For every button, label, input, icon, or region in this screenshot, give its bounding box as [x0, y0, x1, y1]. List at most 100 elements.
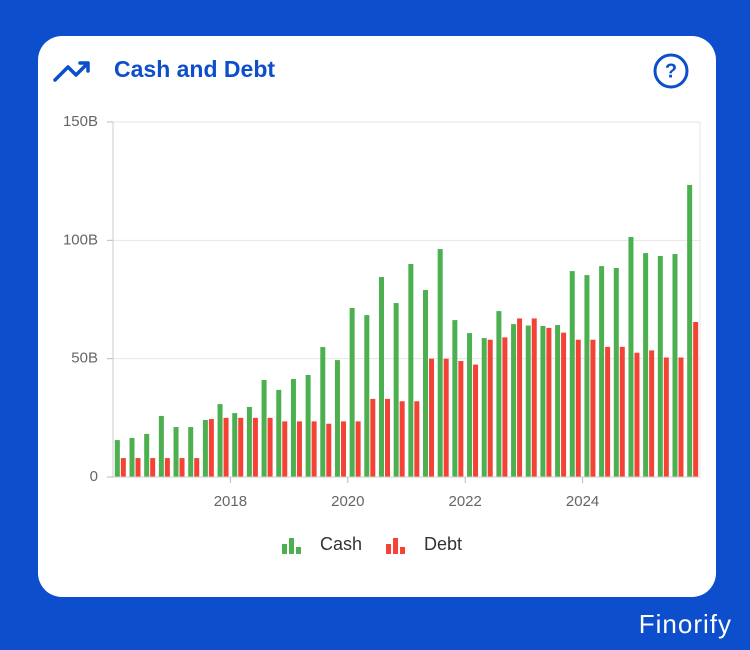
bar	[129, 437, 135, 477]
bar	[414, 401, 420, 477]
bar	[208, 419, 214, 477]
bar	[267, 417, 273, 477]
bar	[370, 398, 376, 477]
bar	[355, 421, 361, 477]
bar	[643, 253, 649, 477]
bar	[114, 440, 120, 477]
bar	[458, 361, 464, 477]
bar	[326, 423, 332, 477]
trend-icon	[53, 61, 90, 82]
legend-icon	[386, 544, 392, 554]
bar	[296, 421, 302, 477]
bar	[613, 268, 619, 477]
bar	[569, 271, 575, 477]
bar	[202, 419, 208, 477]
x-tick-label: 2024	[566, 493, 599, 510]
bar	[305, 374, 311, 477]
brand: Finorify	[638, 609, 732, 639]
bar	[246, 406, 252, 477]
bar	[619, 346, 625, 477]
bar	[150, 458, 156, 477]
bar	[320, 347, 326, 477]
bar	[575, 339, 581, 477]
y-tick-label: 50B	[71, 350, 98, 367]
bar	[120, 458, 126, 477]
bar	[384, 398, 390, 477]
bar	[393, 303, 399, 477]
bar	[540, 326, 546, 477]
legend-label: Cash	[320, 534, 362, 554]
bar	[164, 458, 170, 477]
bar	[517, 318, 523, 477]
bar	[261, 379, 267, 477]
card: Cash and Debt ? 0 50B 100B 150B 2018 2020 2022…	[38, 36, 716, 597]
bar	[555, 325, 561, 477]
y-tick-label: 0	[90, 468, 98, 485]
bar	[238, 417, 244, 477]
bar	[693, 321, 699, 477]
bar	[531, 318, 537, 477]
bar	[290, 379, 296, 477]
bar	[158, 415, 164, 477]
bar	[232, 413, 238, 477]
bar	[657, 255, 663, 477]
bar	[423, 290, 429, 477]
legend-icon	[400, 547, 406, 554]
bar	[561, 332, 567, 477]
y-tick-label: 150B	[63, 113, 98, 130]
legend-icon	[282, 544, 287, 554]
legend-icon	[289, 538, 294, 554]
bar	[135, 458, 141, 477]
bar	[378, 277, 384, 477]
bar	[473, 364, 479, 477]
bar	[179, 458, 185, 477]
bar	[605, 346, 611, 477]
help-button[interactable]	[653, 53, 689, 89]
bar	[217, 404, 223, 477]
bar	[672, 254, 678, 477]
bar	[399, 401, 405, 477]
bar	[188, 427, 194, 477]
bar	[276, 389, 282, 477]
bar	[511, 324, 517, 477]
bar	[590, 339, 596, 477]
bar	[443, 358, 449, 477]
bar	[467, 333, 473, 477]
bar	[364, 315, 370, 477]
bar	[349, 308, 355, 477]
bar	[173, 427, 179, 477]
bar	[634, 352, 640, 477]
bar	[311, 421, 317, 477]
bar	[144, 433, 150, 477]
bar	[628, 237, 634, 477]
bar	[481, 338, 487, 477]
legend-icon	[296, 547, 301, 554]
x-tick-label: 2018	[214, 493, 247, 510]
bar	[546, 327, 552, 477]
help-icon: ?	[665, 60, 677, 82]
bar	[525, 325, 531, 477]
x-tick-label: 2022	[449, 493, 482, 510]
x-tick-label: 2020	[331, 493, 364, 510]
bar	[599, 266, 605, 477]
bar	[252, 417, 258, 477]
bar	[194, 458, 200, 477]
bar	[663, 357, 669, 477]
bar	[452, 320, 458, 477]
bar	[502, 337, 508, 477]
bar	[437, 249, 443, 477]
bar	[496, 311, 502, 477]
bar	[678, 357, 684, 477]
y-tick-label: 100B	[63, 231, 98, 248]
bar	[487, 339, 493, 477]
bar	[584, 275, 590, 477]
bar	[334, 360, 340, 477]
bar	[649, 350, 655, 477]
bar	[282, 421, 288, 477]
legend-label: Debt	[424, 534, 462, 554]
bar	[223, 417, 229, 477]
bar	[408, 264, 414, 477]
chart: Cash and Debt ? 0 50B 100B 150B 2018 2020 2022…	[53, 53, 701, 554]
bar	[429, 358, 435, 477]
